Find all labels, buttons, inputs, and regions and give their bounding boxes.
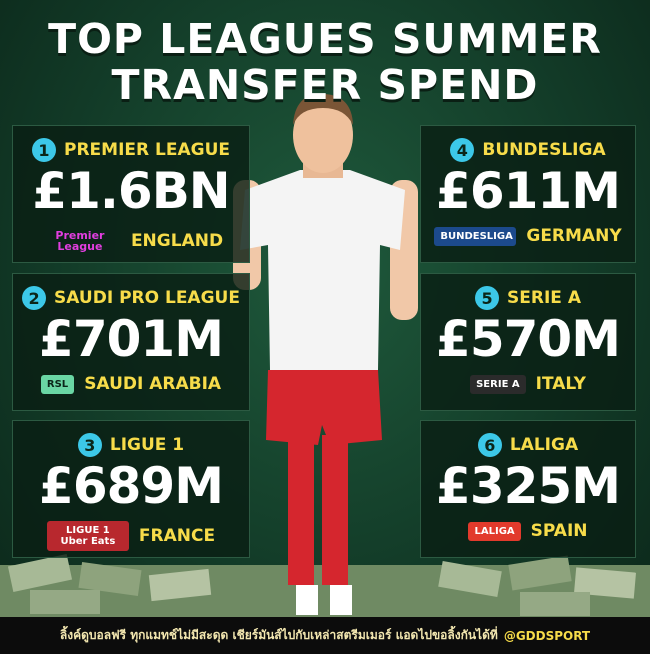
spend-amount: £701M <box>39 310 224 368</box>
league-footer: LALIGA SPAIN <box>421 521 635 541</box>
league-name: BUNDESLIGA <box>482 140 606 160</box>
league-header: 3 LIGUE 1 <box>13 433 249 457</box>
title-line: TRANSFER SPEND <box>111 61 539 109</box>
league-footer: Premier League ENGLAND <box>13 226 249 256</box>
league-header: 5 SERIE A <box>421 286 635 310</box>
country: SAUDI ARABIA <box>84 374 222 394</box>
league-logo: Premier League <box>55 229 105 253</box>
country: ITALY <box>535 374 586 394</box>
footer-text: ลิ้งค์ดูบอลฟรี ทุกแมทช์ไม่มีสะดุด เชียร์… <box>59 628 498 642</box>
rank-badge: 6 <box>477 433 502 457</box>
league-panel: 6 LALIGA £325M LALIGA SPAIN <box>420 420 636 558</box>
league-footer: BUNDESLIGA GERMANY <box>421 226 635 246</box>
league-logo: RSL <box>40 374 75 394</box>
rank-badge: 5 <box>475 286 500 310</box>
country: FRANCE <box>138 526 216 546</box>
league-panel: 1 PREMIER LEAGUE £1.6BN Premier League ENGLA… <box>12 125 250 263</box>
rank-badge: 3 <box>77 433 102 457</box>
rank-badge: 1 <box>32 138 56 162</box>
league-footer: SERIE A ITALY <box>421 374 635 394</box>
league-name: SAUDI PRO LEAGUE <box>54 288 240 308</box>
title-line: TOP LEAGUES SUMMER <box>48 15 602 63</box>
league-panel: 4 BUNDESLIGA £611M BUNDESLIGA GERMANY <box>420 125 636 263</box>
country: GERMANY <box>526 226 622 246</box>
league-footer: RSL SAUDI ARABIA <box>13 374 249 394</box>
footer-handle: @GDDSPORT <box>503 628 591 643</box>
footer: ลิ้งค์ดูบอลฟรี ทุกแมทช์ไม่มีสะดุด เชียร์… <box>0 617 650 654</box>
league-logo: BUNDESLIGA <box>434 226 517 246</box>
league-name: LALIGA <box>509 435 579 455</box>
player <box>233 93 418 615</box>
league-header: 4 BUNDESLIGA <box>421 138 635 162</box>
league-name: SERIE A <box>507 288 581 308</box>
spend-amount: £611M <box>436 162 621 220</box>
country: SPAIN <box>530 521 588 541</box>
league-header: 2 SAUDI PRO LEAGUE <box>13 286 249 310</box>
league-header: 6 LALIGA <box>421 433 635 457</box>
spend-amount: £325M <box>436 457 621 515</box>
league-name: LIGUE 1 <box>109 435 185 455</box>
league-logo: LALIGA <box>468 521 521 541</box>
spend-amount: £570M <box>436 310 621 368</box>
spend-amount: £689M <box>39 457 224 515</box>
spend-amount: £1.6BN <box>32 162 230 220</box>
league-name: PREMIER LEAGUE <box>64 140 230 160</box>
country: ENGLAND <box>130 231 224 251</box>
league-footer: LIGUE 1 Uber Eats FRANCE <box>13 521 249 551</box>
league-panel: 2 SAUDI PRO LEAGUE £701M RSL SAUDI ARABIA <box>12 273 250 411</box>
league-logo: LIGUE 1 Uber Eats <box>46 521 129 551</box>
league-panel: 3 LIGUE 1 £689M LIGUE 1 Uber Eats FRANCE <box>12 420 250 558</box>
league-logo: SERIE A <box>470 374 526 394</box>
league-panel: 5 SERIE A £570M SERIE A ITALY <box>420 273 636 411</box>
league-header: 1 PREMIER LEAGUE <box>13 138 249 162</box>
rank-badge: 4 <box>450 138 475 162</box>
rank-badge: 2 <box>22 286 47 310</box>
